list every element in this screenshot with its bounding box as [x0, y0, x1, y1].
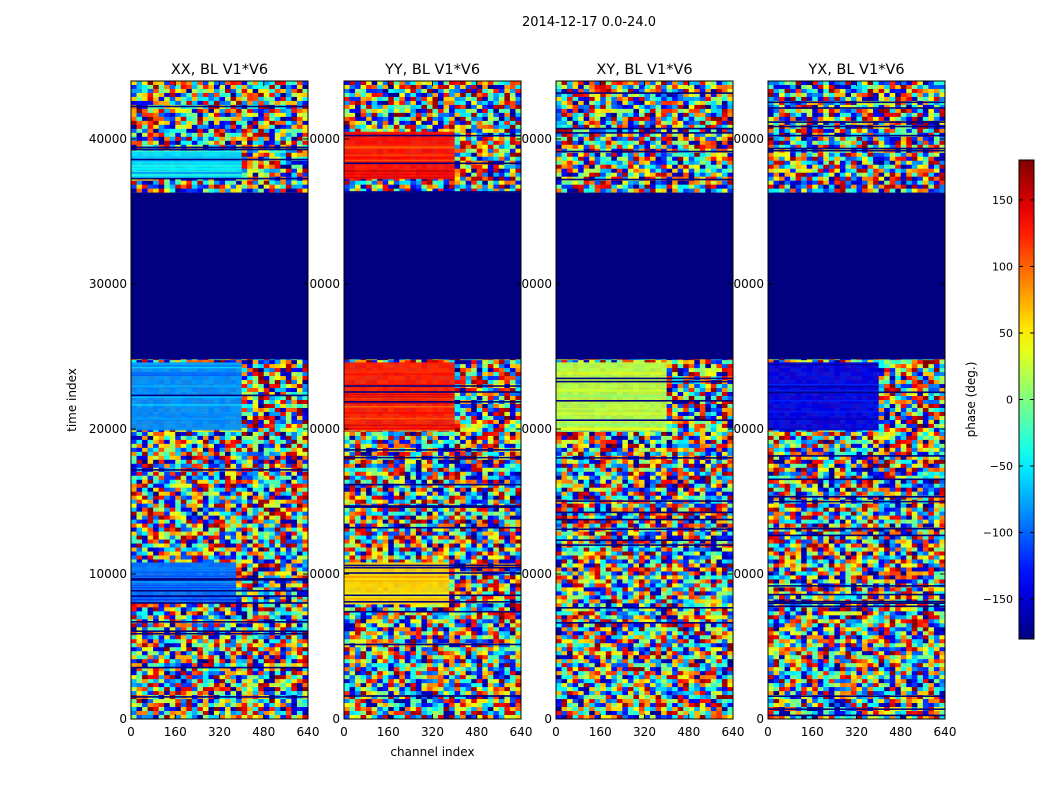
y-tick-label: 0000: [733, 422, 764, 436]
x-tick-label: 160: [164, 725, 187, 739]
heatmap-panels: XX, BL V1*V6 0 160 320 480 640 0 10000 20000 3000…: [65, 62, 956, 759]
y-tick-label: 30000: [89, 277, 127, 291]
x-tick-label: 320: [208, 725, 231, 739]
x-tick-label: 0: [552, 725, 560, 739]
x-tick-label: 160: [589, 725, 612, 739]
colorbar-label: phase (deg.): [964, 362, 978, 438]
y-tick-label: 0000: [521, 132, 552, 146]
y-tick-label: 0: [332, 712, 340, 726]
y-tick-label: 0: [119, 712, 127, 726]
y-tick-label: 10000: [89, 567, 127, 581]
x-tick-label: 640: [934, 725, 957, 739]
colorbar-tick-label: 50: [999, 327, 1013, 340]
y-tick-label: 0000: [309, 567, 340, 581]
heatmap-image: [131, 81, 308, 719]
y-tick-label: 0: [544, 712, 552, 726]
y-tick-label: 0000: [733, 277, 764, 291]
panel-1: YY, BL V1*V60 160 320 480 640000000000000000…: [309, 62, 532, 759]
x-tick-label: 0: [127, 725, 135, 739]
y-tick-label: 0000: [521, 277, 552, 291]
panel-0: XX, BL V1*V6 0 160 320 480 640 0 10000 20000 3000…: [65, 62, 319, 739]
x-tick-label: 160: [801, 725, 824, 739]
x-tick-label: 320: [845, 725, 868, 739]
x-tick-label: 0: [764, 725, 772, 739]
y-tick-label: 0000: [309, 132, 340, 146]
y-tick-label: 20000: [89, 422, 127, 436]
y-tick-label: 0000: [309, 277, 340, 291]
panel-title: YX, BL V1*V6: [807, 62, 904, 78]
heatmap-image: [768, 81, 945, 719]
x-tick-label: 480: [252, 725, 275, 739]
colorbar-tick-label: −50: [990, 460, 1013, 473]
figure-title: 2014-12-17 0.0-24.0: [522, 15, 656, 30]
x-tick-label: 480: [677, 725, 700, 739]
x-tick-label: 640: [297, 725, 320, 739]
panel-title: XX, BL V1*V6: [171, 62, 268, 78]
colorbar-tick-label: 0: [1006, 394, 1013, 407]
y-tick-label: 40000: [89, 132, 127, 146]
colorbar-tick-label: 150: [992, 194, 1013, 207]
y-axis-label: time index: [65, 368, 79, 432]
x-tick-label: 480: [465, 725, 488, 739]
y-tick-label: 0000: [521, 422, 552, 436]
x-tick-label: 160: [377, 725, 400, 739]
x-tick-label: 320: [421, 725, 444, 739]
y-tick-label: 0000: [521, 567, 552, 581]
heatmap-image: [556, 81, 733, 719]
panel-2: XY, BL V1*V60 160 320 480 640000000000000000…: [521, 62, 744, 739]
x-tick-label: 640: [510, 725, 533, 739]
y-tick-label: 0: [756, 712, 764, 726]
x-tick-label: 0: [340, 725, 348, 739]
heatmap-image: [344, 81, 521, 719]
x-tick-label: 640: [722, 725, 745, 739]
colorbar-tick-label: −100: [983, 527, 1013, 540]
panel-title: YY, BL V1*V6: [384, 62, 480, 78]
x-tick-label: 480: [889, 725, 912, 739]
y-tick-label: 0000: [733, 567, 764, 581]
colorbar-tick-label: −150: [983, 593, 1013, 606]
x-tick-label: 320: [633, 725, 656, 739]
y-tick-label: 0000: [309, 422, 340, 436]
panel-3: YX, BL V1*V60 160 320 480 640000000000000000…: [733, 62, 956, 739]
y-tick-label: 0000: [733, 132, 764, 146]
colorbar-tick-label: 100: [992, 260, 1013, 273]
colorbar: 150 100 50 0 −50 −100 −150 phase (deg.): [964, 159, 1035, 640]
panel-title: XY, BL V1*V6: [596, 62, 692, 78]
x-axis-label: channel index: [390, 745, 474, 759]
